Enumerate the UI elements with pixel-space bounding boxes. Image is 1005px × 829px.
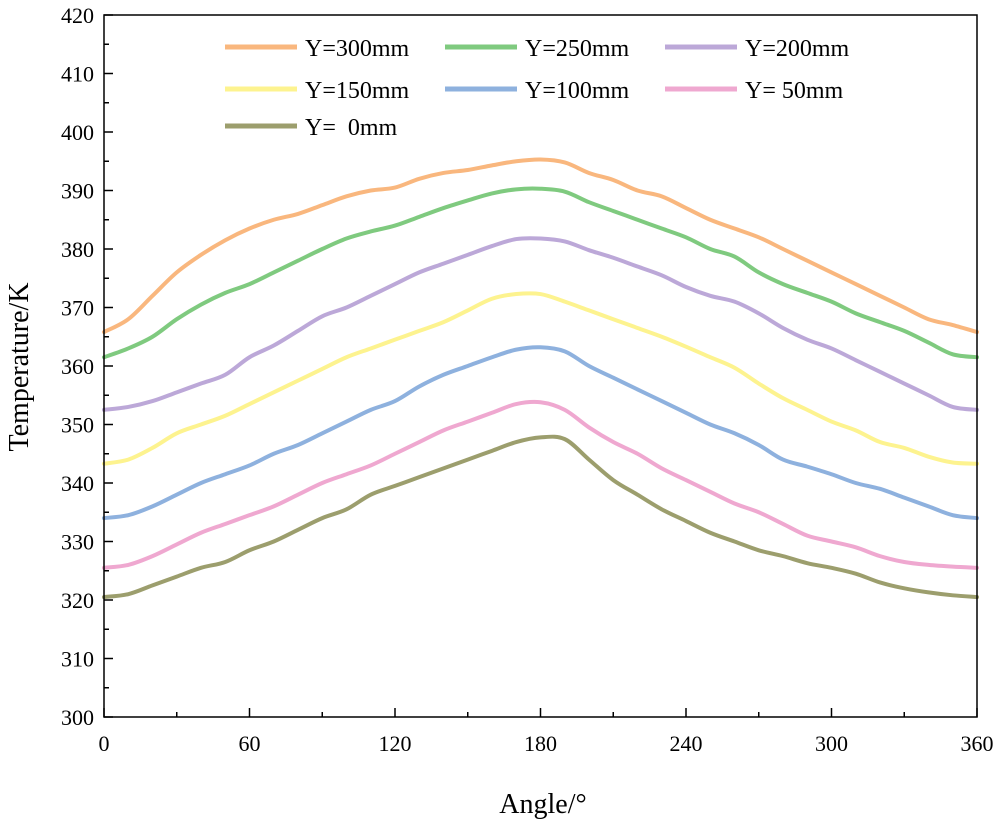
x-tick-label: 300: [815, 731, 848, 756]
y-tick-label: 370: [61, 296, 94, 321]
y-tick-label: 360: [61, 354, 94, 379]
y-tick-label: 330: [61, 530, 94, 555]
x-tick-label: 180: [524, 731, 557, 756]
y-tick-label: 380: [61, 237, 94, 262]
legend-label-0: Y=300mm: [305, 36, 410, 62]
y-tick-label: 400: [61, 120, 94, 145]
legend-label-2: Y=200mm: [745, 36, 850, 62]
y-tick-label: 390: [61, 179, 94, 204]
x-tick-label: 120: [379, 731, 412, 756]
series-line-2: [102, 236, 979, 412]
x-tick-label: 360: [961, 731, 994, 756]
x-axis-title: Angle/°: [499, 789, 586, 820]
series-line-5: [102, 399, 979, 570]
x-tick-label: 60: [239, 731, 261, 756]
y-tick-label: 300: [61, 705, 94, 730]
legend-label-4: Y=100mm: [525, 78, 630, 104]
series-line-1: [102, 186, 979, 360]
legend-label-3: Y=150mm: [305, 78, 410, 104]
legend-label-5: Y= 50mm: [745, 78, 844, 104]
y-tick-label: 340: [61, 471, 94, 496]
axes-layer: 0 60 120 180 240 300 360 300 310 320 330 340 350 360 3…: [61, 3, 994, 756]
series-line-0: [102, 157, 979, 335]
y-tick-label: 310: [61, 647, 94, 672]
series-line-6: [102, 434, 979, 600]
series-line-3: [102, 291, 979, 466]
y-axis-title: Temperature/K: [4, 282, 35, 451]
y-tick-label: 410: [61, 62, 94, 87]
series-line-4: [102, 345, 979, 521]
y-tick-label: 420: [61, 3, 94, 28]
x-tick-label: 240: [670, 731, 703, 756]
legend-label-1: Y=250mm: [525, 36, 630, 62]
legend: Y=300mm Y=250mm Y=200mm Y=150mm Y=100mm Y= 50…: [225, 36, 850, 141]
legend-label-6: Y= 0mm: [305, 115, 398, 141]
x-tick-label: 0: [99, 731, 110, 756]
y-tick-label: 350: [61, 413, 94, 438]
series-layer: [102, 157, 979, 600]
y-tick-label: 320: [61, 588, 94, 613]
